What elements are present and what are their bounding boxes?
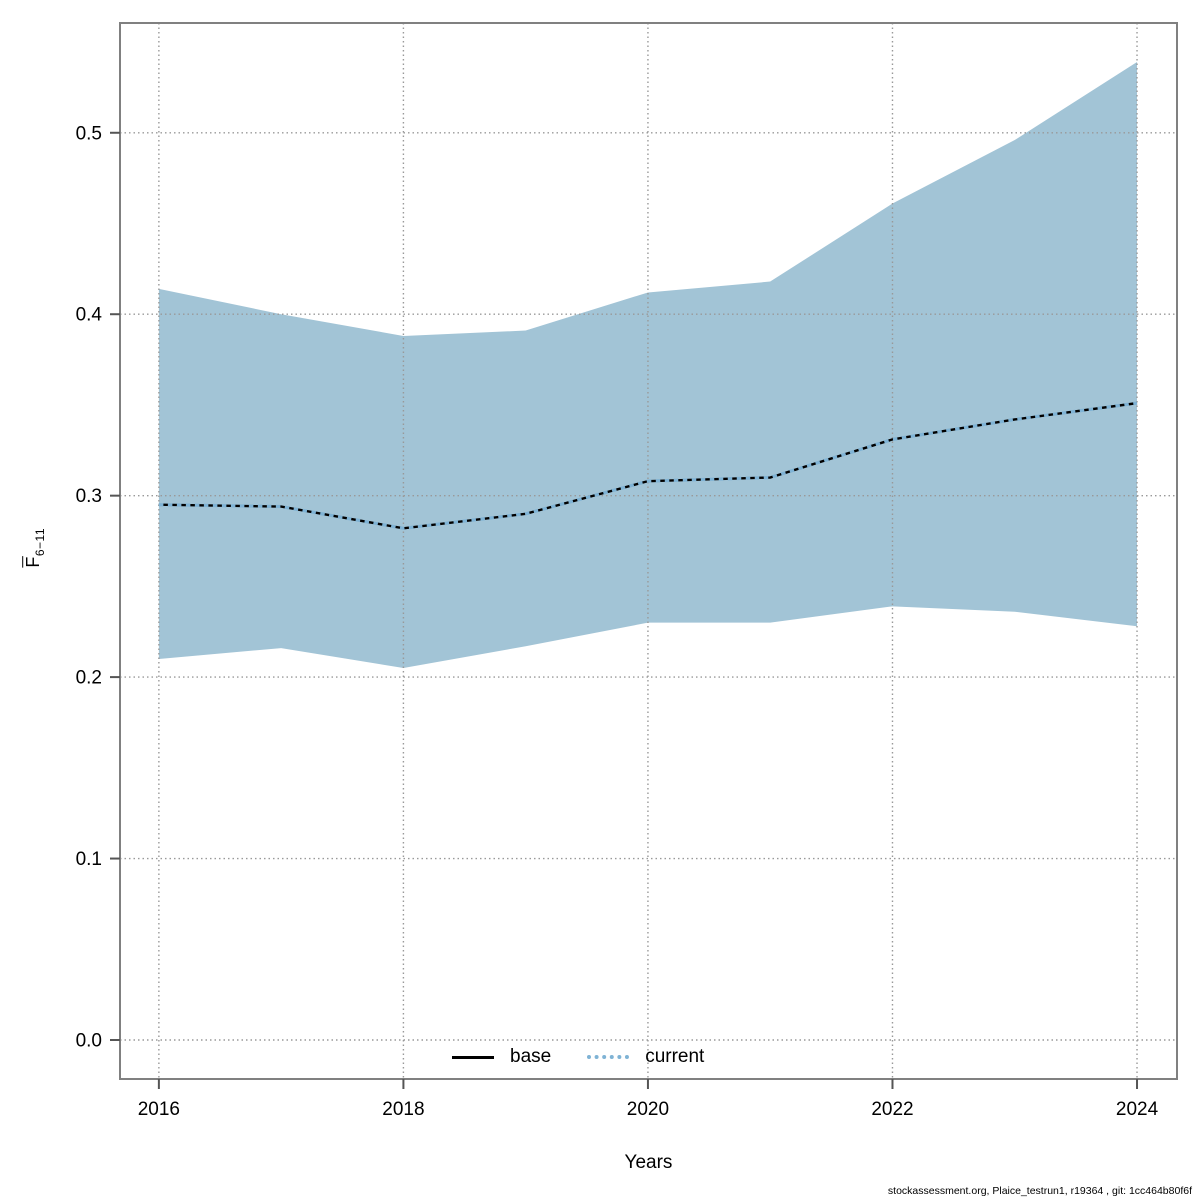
x-tick-label-2022: 2022	[871, 1099, 913, 1120]
y-tick-label-0.3: 0.3	[76, 486, 102, 507]
footer-citation: stockassessment.org, Plaice_testrun1, r1…	[887, 1185, 1192, 1197]
x-axis-label: Years	[624, 1152, 673, 1173]
y-tick-label-0.1: 0.1	[76, 849, 102, 870]
legend-label-current: current	[645, 1046, 705, 1067]
legend: base current	[452, 1044, 726, 1070]
x-tick-label-2024: 2024	[1116, 1099, 1159, 1120]
y-axis-label: F6−11	[23, 503, 47, 593]
x-tick-label-2018: 2018	[382, 1099, 424, 1120]
x-tick-label-2016: 2016	[138, 1099, 180, 1120]
y-tick-label-0.0: 0.0	[76, 1030, 102, 1051]
y-tick-label-0.2: 0.2	[76, 668, 102, 689]
y-tick-label-0.4: 0.4	[76, 305, 103, 326]
x-tick-label-2020: 2020	[627, 1099, 669, 1120]
current-line	[158, 401, 1138, 530]
y-axis-label-symbol: F	[23, 556, 44, 568]
legend-label-base: base	[510, 1046, 552, 1067]
legend-line-base	[452, 1055, 494, 1059]
y-tick-label-0.5: 0.5	[76, 123, 102, 144]
y-axis-label-subscript: 6−11	[32, 527, 47, 557]
legend-line-current	[587, 1055, 630, 1059]
